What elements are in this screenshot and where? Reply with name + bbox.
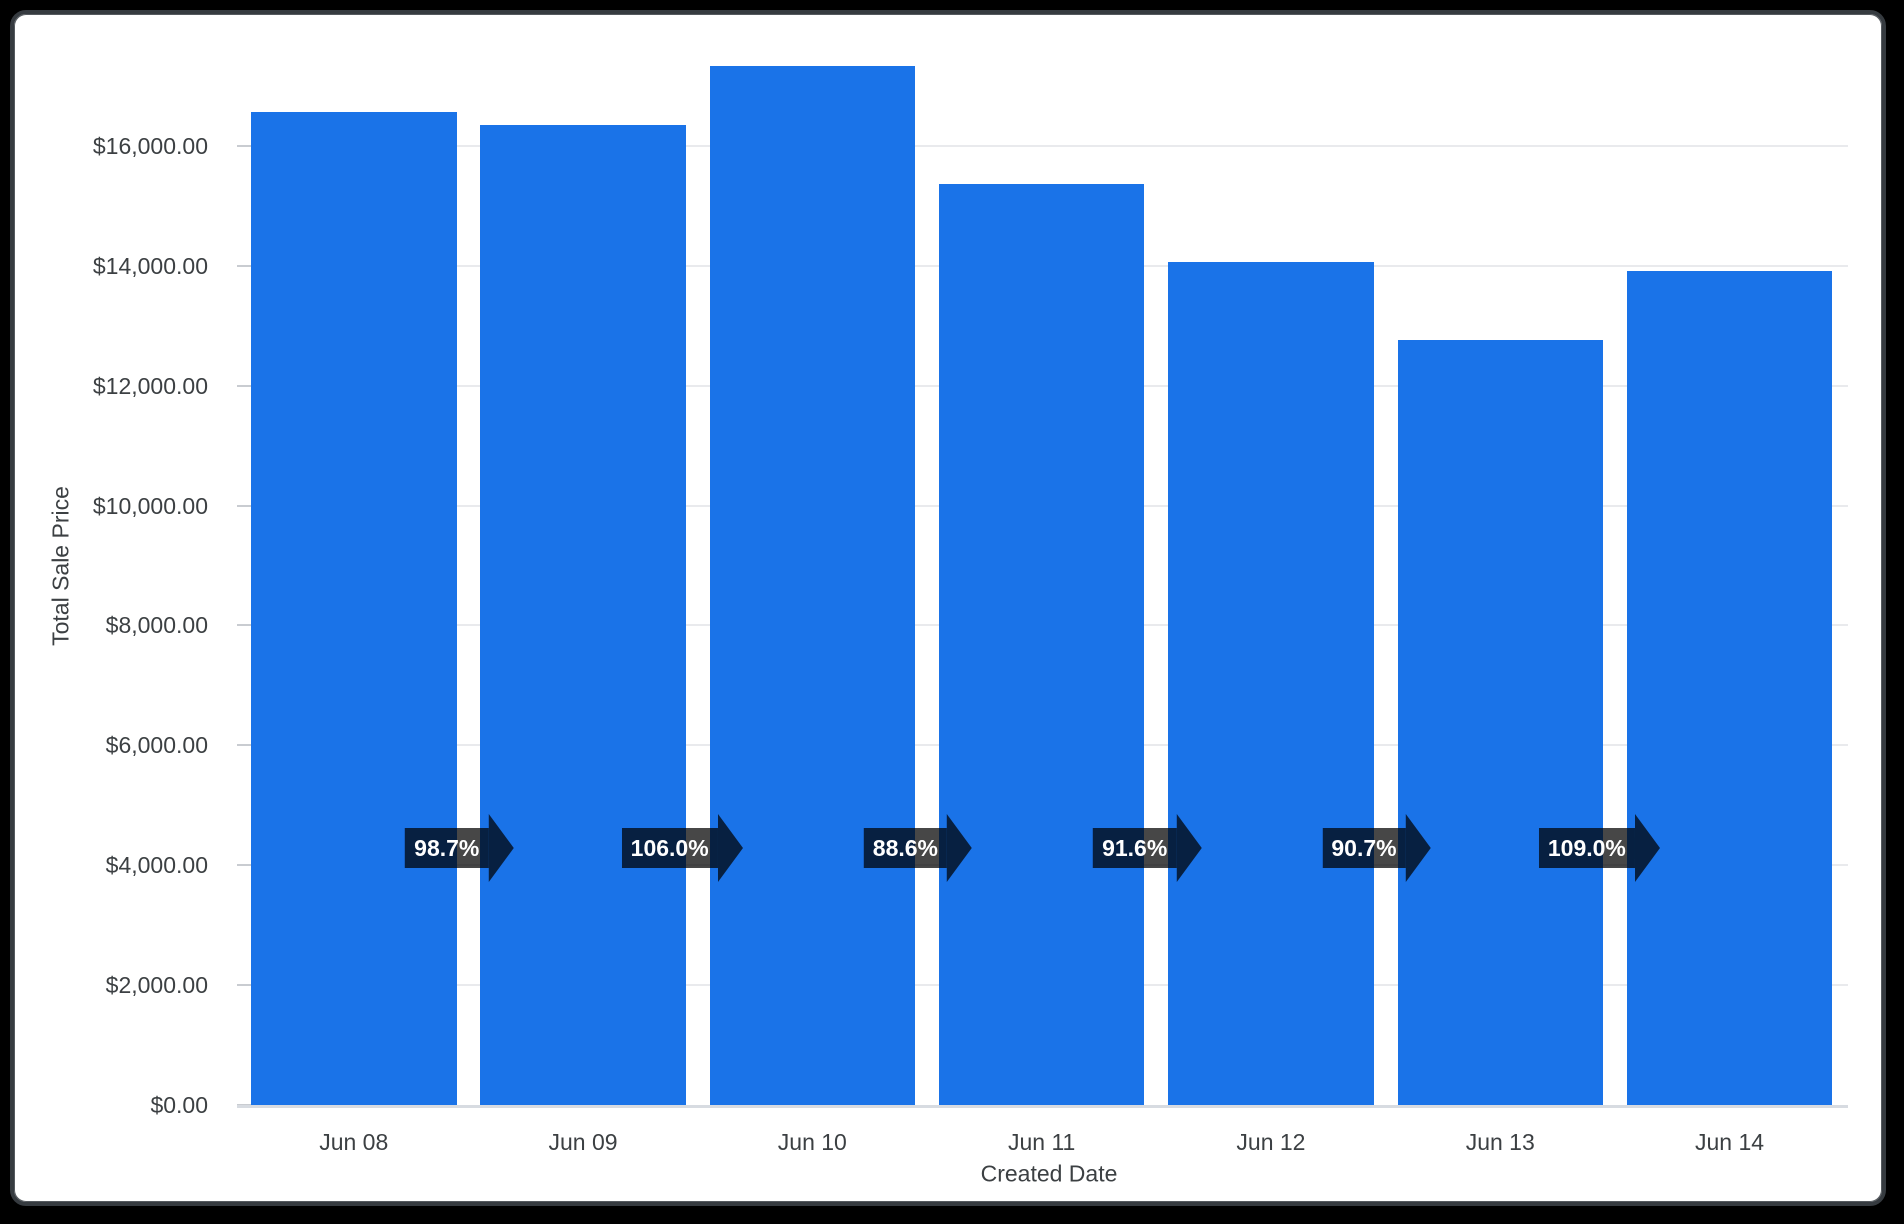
y-tick-12000 (237, 384, 251, 387)
growth-arrow-badge: 91.6% (1093, 814, 1202, 882)
y-tick-4000 (237, 864, 251, 867)
right-arrow-icon (947, 814, 972, 882)
y-axis-title: Total Sale Price (47, 486, 74, 646)
growth-badge-label: 106.0% (621, 828, 718, 868)
growth-badge-label: 109.0% (1538, 828, 1635, 868)
y-tick-label: $4,000.00 (105, 852, 208, 879)
y-tick-16000 (237, 144, 251, 147)
growth-arrow-badge: 109.0% (1538, 814, 1660, 882)
y-tick-label: $2,000.00 (105, 972, 208, 999)
growth-badge-label: 90.7% (1322, 828, 1406, 868)
y-tick-label: $0.00 (150, 1092, 208, 1118)
y-tick-label: $6,000.00 (105, 732, 208, 759)
growth-badge-label: 91.6% (1093, 828, 1177, 868)
y-tick-label: $12,000.00 (92, 372, 208, 399)
x-category-label: Jun 08 (319, 1129, 389, 1155)
right-arrow-icon (1634, 814, 1660, 882)
y-tick-10000 (237, 504, 251, 507)
bar-jun-13[interactable] (1397, 340, 1603, 1105)
right-arrow-icon (1405, 814, 1431, 882)
right-arrow-icon (717, 814, 743, 882)
bar-jun-11[interactable] (938, 184, 1145, 1105)
growth-arrow-badge: 90.7% (1322, 814, 1431, 882)
bar-jun-10[interactable] (709, 65, 916, 1105)
x-category-label: Jun 09 (548, 1129, 618, 1155)
x-axis-title: Created Date (980, 1160, 1118, 1187)
y-tick-label: $14,000.00 (92, 252, 208, 279)
right-arrow-icon (488, 814, 514, 882)
y-tick-label: $10,000.00 (92, 492, 208, 519)
x-category-label: Jun 14 (1695, 1129, 1765, 1155)
growth-badge-label: 98.7% (405, 828, 489, 868)
y-tick-6000 (237, 744, 251, 747)
gridline-16000 (251, 144, 1848, 147)
y-tick-8000 (237, 624, 251, 627)
y-tick-14000 (237, 264, 251, 267)
bar-jun-12[interactable] (1168, 261, 1374, 1105)
bar-jun-08[interactable] (251, 111, 457, 1105)
growth-badge-label: 88.6% (863, 828, 947, 868)
growth-arrow-badge: 98.7% (405, 814, 514, 882)
growth-arrow-badge: 88.6% (863, 814, 972, 882)
y-tick-label: $16,000.00 (92, 132, 208, 159)
x-axis-line (237, 1105, 1848, 1108)
right-arrow-icon (1176, 814, 1202, 882)
bar-jun-14[interactable] (1626, 271, 1833, 1105)
x-category-label: Jun 10 (777, 1129, 847, 1155)
x-category-label: Jun 12 (1236, 1129, 1306, 1155)
x-category-label: Jun 13 (1465, 1129, 1535, 1155)
bar-jun-09[interactable] (480, 124, 686, 1105)
y-tick-label: $8,000.00 (105, 612, 208, 639)
x-category-label: Jun 11 (1007, 1129, 1076, 1155)
y-tick-2000 (237, 984, 251, 987)
growth-arrow-badge: 106.0% (621, 814, 743, 882)
